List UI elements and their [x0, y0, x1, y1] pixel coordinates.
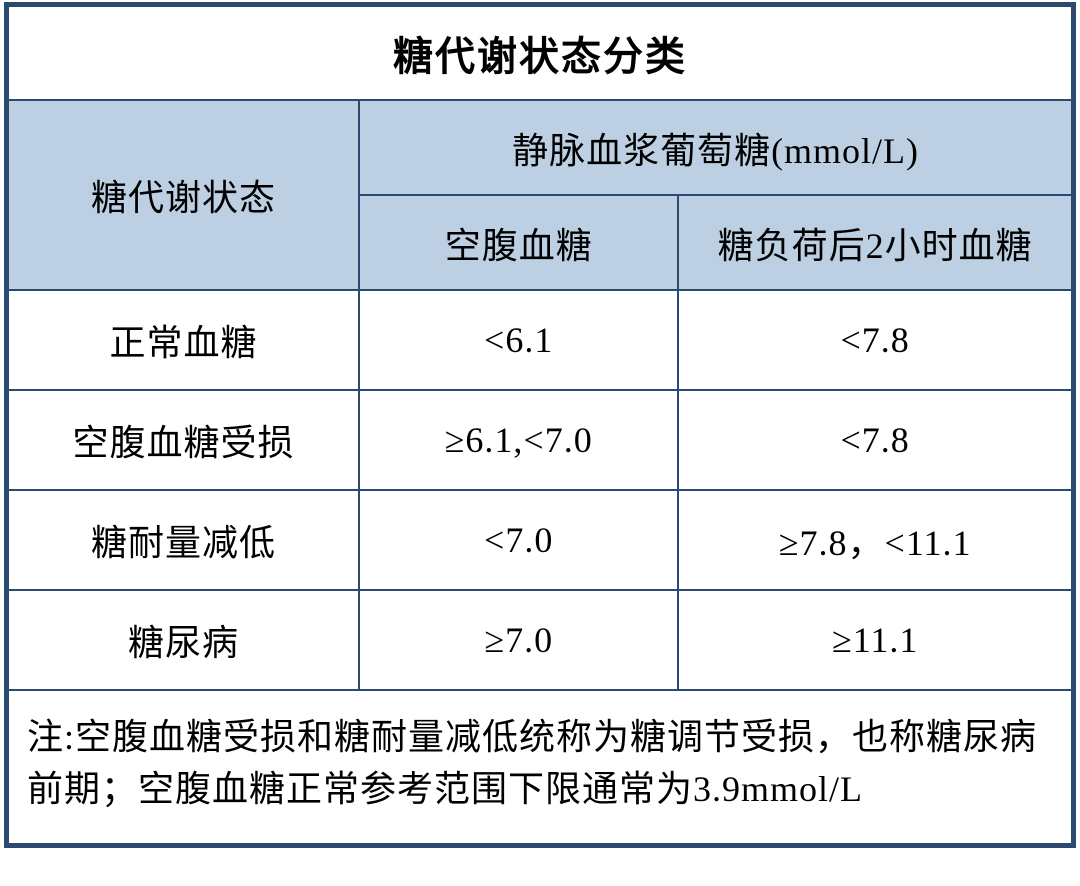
note-row: 注:空腹血糖受损和糖耐量减低统称为糖调节受损，也称糖尿病前期；空腹血糖正常参考范… [8, 690, 1072, 844]
col-header-group: 静脉血浆葡萄糖(mmol/L) [359, 100, 1072, 195]
row-label: 糖尿病 [8, 590, 359, 690]
title-row: 糖代谢状态分类 [8, 6, 1072, 100]
row-fasting: <7.0 [359, 490, 678, 590]
row-fasting: <6.1 [359, 290, 678, 390]
col-header-state: 糖代谢状态 [8, 100, 359, 290]
row-label: 正常血糖 [8, 290, 359, 390]
row-fasting: ≥7.0 [359, 590, 678, 690]
row-postload: <7.8 [678, 390, 1072, 490]
table-row: 空腹血糖受损 ≥6.1,<7.0 <7.8 [8, 390, 1072, 490]
row-postload: <7.8 [678, 290, 1072, 390]
glucose-classification-table: 糖代谢状态分类 糖代谢状态 静脉血浆葡萄糖(mmol/L) 空腹血糖 糖负荷后2… [4, 2, 1076, 848]
row-postload: ≥7.8，<11.1 [678, 490, 1072, 590]
table-note: 注:空腹血糖受损和糖耐量减低统称为糖调节受损，也称糖尿病前期；空腹血糖正常参考范… [8, 690, 1072, 844]
row-label: 糖耐量减低 [8, 490, 359, 590]
table-title: 糖代谢状态分类 [8, 6, 1072, 100]
table-row: 糖耐量减低 <7.0 ≥7.8，<11.1 [8, 490, 1072, 590]
table-row: 糖尿病 ≥7.0 ≥11.1 [8, 590, 1072, 690]
table: 糖代谢状态分类 糖代谢状态 静脉血浆葡萄糖(mmol/L) 空腹血糖 糖负荷后2… [7, 5, 1073, 845]
row-postload: ≥11.1 [678, 590, 1072, 690]
row-fasting: ≥6.1,<7.0 [359, 390, 678, 490]
col-header-fasting: 空腹血糖 [359, 195, 678, 290]
table-row: 正常血糖 <6.1 <7.8 [8, 290, 1072, 390]
col-header-postload: 糖负荷后2小时血糖 [678, 195, 1072, 290]
row-label: 空腹血糖受损 [8, 390, 359, 490]
header-row-1: 糖代谢状态 静脉血浆葡萄糖(mmol/L) [8, 100, 1072, 195]
